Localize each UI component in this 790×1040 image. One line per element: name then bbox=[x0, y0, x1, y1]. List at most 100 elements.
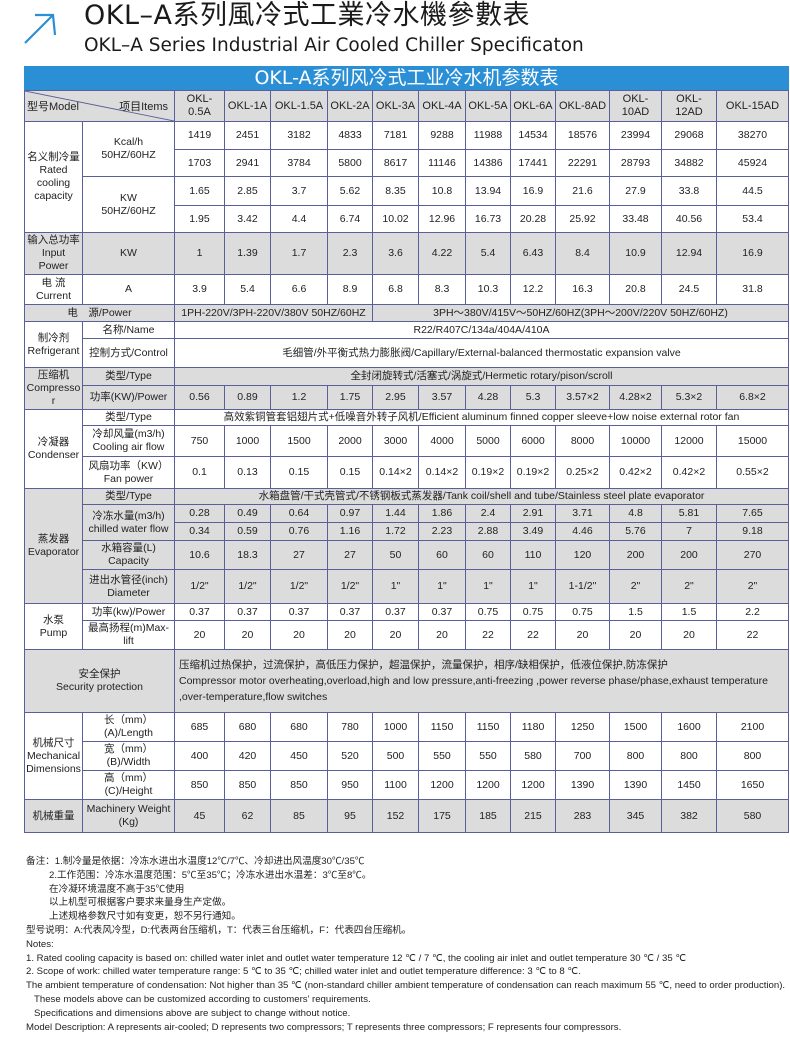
length-label: 长（mm）(A)/Length bbox=[82, 712, 175, 742]
value-cell: 680 bbox=[270, 712, 328, 742]
value-cell: 580 bbox=[716, 799, 789, 833]
page-header: OKL–A系列風冷式工業冷水機參數表 OKL–A Series Industri… bbox=[20, 0, 720, 62]
value-cell: 0.28 bbox=[174, 504, 225, 523]
value-cell: 20.8 bbox=[609, 274, 662, 305]
value-cell: 85 bbox=[270, 799, 328, 833]
pipe-diameter-label: 进出水管径(inch) Diameter bbox=[82, 569, 175, 604]
value-cell: 3000 bbox=[372, 425, 419, 457]
header-corner: 型号Model 项目Items bbox=[24, 90, 175, 122]
value-cell: 1/2" bbox=[270, 569, 328, 604]
value-cell: 400 bbox=[174, 741, 225, 771]
value-cell: 780 bbox=[327, 712, 373, 742]
value-cell: 9288 bbox=[418, 121, 466, 150]
value-cell: 5.62 bbox=[327, 176, 373, 206]
note-en: Model Description: A represents air-cool… bbox=[26, 1021, 622, 1033]
value-cell: 1600 bbox=[661, 712, 717, 742]
value-cell: 950 bbox=[327, 770, 373, 800]
value-cell: 1390 bbox=[555, 770, 610, 800]
value-cell: 17441 bbox=[510, 149, 556, 177]
width-row: 宽（mm）(B)/Width 400 420 450 520 500 550 550 580 7… bbox=[25, 741, 789, 771]
value-cell: 4.46 bbox=[555, 522, 610, 541]
value-cell: 3.57×2 bbox=[555, 384, 610, 411]
value-cell: 0.59 bbox=[224, 522, 271, 541]
value-cell: 16.3 bbox=[555, 274, 610, 305]
value-cell: 2451 bbox=[224, 121, 271, 150]
value-cell: 29068 bbox=[661, 121, 717, 150]
value-cell: 25.92 bbox=[555, 205, 610, 233]
value-cell: 10000 bbox=[609, 425, 662, 457]
kcal-50-row: 名义制冷量 Rated cooling capacity Kcal/h 50HZ/6… bbox=[24, 121, 789, 233]
refrigerant-control-value: 毛细管/外平衡式热力膨胀阀/Capillary/External-balance… bbox=[174, 338, 789, 368]
kw-60-row: 1.95 3.42 4.4 6.74 10.02 12.96 16.73 20.28 25.92… bbox=[25, 205, 789, 233]
value-cell: 20 bbox=[555, 620, 610, 650]
value-cell: 0.37 bbox=[418, 603, 466, 621]
value-cell: 6.43 bbox=[510, 232, 556, 275]
compressor-type-value: 全封闭旋转式/活塞式/涡旋式/Hermetic rotary/pison/scr… bbox=[174, 367, 789, 386]
value-cell: 5.3 bbox=[510, 384, 556, 411]
tank-capacity-row: 水箱容量(L) Capacity 10.6 18.3 27 27 50 60 60 110 120… bbox=[25, 540, 789, 570]
value-cell: 20 bbox=[609, 620, 662, 650]
spec-section: OKL-A系列风冷式工业冷水机参数表 型号Model 项目Items OKL-0… bbox=[24, 66, 789, 1040]
value-cell: 23994 bbox=[609, 121, 662, 150]
condenser-label: 冷凝器 Condenser bbox=[24, 409, 83, 489]
value-cell: 4833 bbox=[327, 121, 373, 150]
note-zh: 2.工作范围：冷冻水温度范围：5℃至35℃；冷冻水进出水温差：3℃至8℃。 bbox=[49, 869, 372, 881]
refrigerant-control-row: 控制方式/Control 毛细管/外平衡式热力膨胀阀/Capillary/Ext… bbox=[25, 338, 789, 368]
value-cell: 0.42×2 bbox=[609, 456, 662, 489]
value-cell: 3.71 bbox=[555, 504, 610, 523]
value-cell: 1150 bbox=[418, 712, 466, 742]
kw-unit: KW 50HZ/60HZ bbox=[82, 176, 175, 233]
value-cell: 1150 bbox=[465, 712, 511, 742]
compressor-type-row: 压缩机 Compressor 类型/Type 全封闭旋转式/活塞式/涡旋式/Her… bbox=[24, 367, 789, 410]
value-cell: 1" bbox=[465, 569, 511, 604]
value-cell: 0.14×2 bbox=[372, 456, 419, 489]
value-cell: 40.56 bbox=[661, 205, 717, 233]
value-cell: 27 bbox=[270, 540, 328, 570]
note-zh: 上述规格参数尺寸如有变更，恕不另行通知。 bbox=[49, 911, 241, 923]
current-unit: A bbox=[82, 274, 175, 305]
power-supply-three: 3PH～380V/415V～50HZ/60HZ(3PH～200V/220V 50… bbox=[372, 304, 789, 322]
value-cell: 270 bbox=[716, 540, 789, 570]
value-cell: 0.75 bbox=[510, 603, 556, 621]
input-power-unit: KW bbox=[82, 232, 175, 275]
note-zh: 以上机型可根据客户要求来量身生产定做。 bbox=[49, 897, 232, 909]
tank-capacity-label: 水箱容量(L) Capacity bbox=[82, 540, 175, 570]
value-cell: 2100 bbox=[716, 712, 789, 742]
water-flow-60-row: 0.34 0.59 0.76 1.16 1.72 2.23 2.88 3.49 4.46 5.76… bbox=[25, 522, 789, 541]
value-cell: 345 bbox=[609, 799, 662, 833]
value-cell: 14534 bbox=[510, 121, 556, 150]
value-cell: 0.15 bbox=[327, 456, 373, 489]
pump-power-label: 功率(kw)/Power bbox=[82, 603, 175, 621]
value-cell: 5.76 bbox=[609, 522, 662, 541]
value-cell: 20 bbox=[327, 620, 373, 650]
value-cell: 45924 bbox=[716, 149, 789, 177]
value-cell: 50 bbox=[372, 540, 419, 570]
value-cell: 1419 bbox=[174, 121, 225, 150]
value-cell: 34882 bbox=[661, 149, 717, 177]
value-cell: 2.4 bbox=[465, 504, 511, 523]
value-cell: 95 bbox=[327, 799, 373, 833]
value-cell: 2.91 bbox=[510, 504, 556, 523]
value-cell: 1.5 bbox=[661, 603, 717, 621]
value-cell: 22 bbox=[716, 620, 789, 650]
value-cell: 550 bbox=[418, 741, 466, 771]
value-cell: 4.4 bbox=[270, 205, 328, 233]
value-cell: 1200 bbox=[510, 770, 556, 800]
value-cell: 3784 bbox=[270, 149, 328, 177]
value-cell: 10.02 bbox=[372, 205, 419, 233]
refrigerant-name-label: 名称/Name bbox=[82, 321, 175, 339]
value-cell: 1390 bbox=[609, 770, 662, 800]
value-cell: 12.94 bbox=[661, 232, 717, 275]
value-cell: 0.37 bbox=[174, 603, 225, 621]
value-cell: 1200 bbox=[418, 770, 466, 800]
value-cell: 175 bbox=[418, 799, 466, 833]
weight-label: 机械重量 bbox=[24, 799, 83, 833]
value-cell: 0.1 bbox=[174, 456, 225, 489]
note-en: 1. Rated cooling capacity is based on: c… bbox=[26, 952, 687, 964]
airflow-row: 冷却风量(m3/h) Cooling air flow 750 1000 1500 20… bbox=[25, 425, 789, 457]
value-cell: 0.56 bbox=[174, 384, 225, 411]
value-cell: 0.19×2 bbox=[465, 456, 511, 489]
value-cell: 20 bbox=[418, 620, 466, 650]
value-cell: 1.72 bbox=[372, 522, 419, 541]
value-cell: 450 bbox=[270, 741, 328, 771]
